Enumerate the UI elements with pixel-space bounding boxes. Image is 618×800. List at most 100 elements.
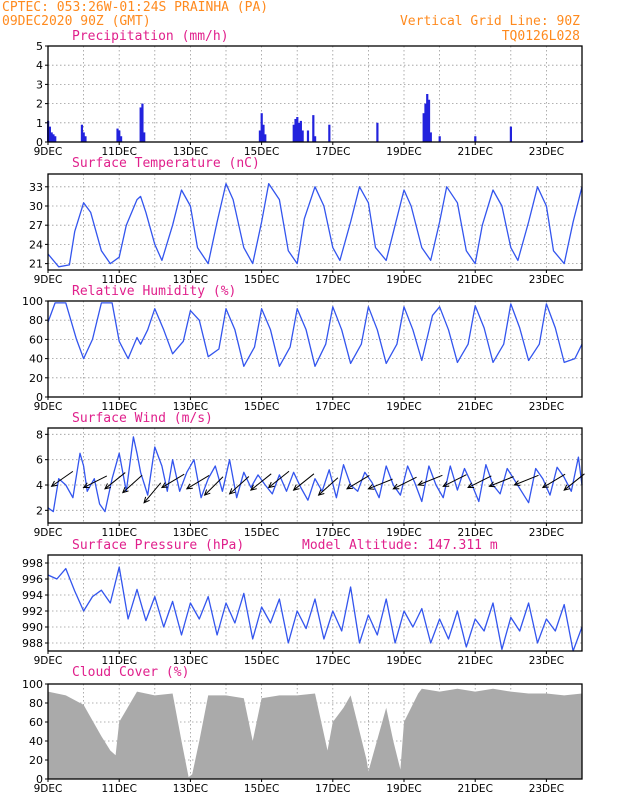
precip-bar	[474, 136, 477, 142]
precip-bar	[141, 103, 144, 142]
cloud-ytick-label: 60	[29, 716, 43, 729]
precip-bar	[301, 130, 304, 142]
precip-bar	[82, 132, 85, 142]
wind-vector-head	[488, 481, 496, 488]
precip-bar	[376, 122, 379, 142]
rh-ytick-label: 20	[29, 372, 43, 385]
precip-bar	[306, 130, 310, 142]
cloud-ytick-label: 0	[36, 773, 43, 786]
precip-bar	[424, 103, 427, 142]
precip-xtick-label: 13DEC	[173, 146, 208, 158]
wind-vector	[51, 470, 74, 487]
temp-title: Surface Temperature (nC)	[72, 156, 260, 171]
wind-vector	[250, 473, 272, 491]
cloud-ytick-label: 20	[29, 754, 43, 767]
pressure-title: Surface Pressure (hPa)	[72, 538, 245, 553]
cloud-xtick-label: 13DEC	[173, 783, 208, 795]
wind-vector	[467, 475, 492, 488]
temp-xtick-label: 13DEC	[173, 274, 208, 286]
wind-vector	[442, 474, 467, 487]
precip-bar	[118, 130, 121, 142]
precip-bar	[314, 136, 317, 142]
precip-bar	[438, 136, 441, 142]
pressure-ytick-label: 996	[22, 573, 43, 586]
pressure-xtick-label: 9DEC	[34, 655, 63, 667]
cloud-ytick-label: 80	[29, 697, 43, 710]
cloud-xtick-label: 15DEC	[244, 783, 279, 795]
rh-xtick-label: 13DEC	[173, 401, 208, 413]
temp-xtick-label: 17DEC	[315, 274, 350, 286]
wind-vector	[268, 470, 290, 488]
wind-vector	[542, 473, 566, 488]
cloud-ytick-label: 40	[29, 735, 43, 748]
wind-series-line	[47, 436, 583, 513]
header-model-code: TQ0126L028	[501, 29, 580, 44]
wind-vector-head	[442, 481, 450, 487]
wind-vector	[104, 472, 126, 490]
cloud-frame	[47, 683, 583, 780]
precip-ytick-label: 0	[36, 136, 43, 149]
rh-xtick-label: 11DEC	[101, 401, 136, 413]
precip-bar	[312, 115, 315, 142]
temp-xtick-label: 9DEC	[34, 274, 63, 286]
temp-ytick-label: 21	[29, 258, 43, 271]
precip-bar	[429, 132, 432, 142]
wind-vector-head	[160, 482, 168, 489]
rh-xtick-label: 17DEC	[315, 401, 350, 413]
wind-vector-head	[563, 484, 571, 491]
rh-ytick-label: 80	[29, 314, 43, 327]
header-station: CPTEC: 053:26W-01:24S PRAINHA (PA)	[2, 0, 269, 15]
temp-ytick-label: 27	[29, 219, 43, 232]
cloud-area	[48, 688, 582, 779]
wind-vector	[318, 477, 339, 496]
rh-xtick-label: 19DEC	[386, 401, 421, 413]
temp-series-line	[47, 182, 583, 268]
precip-xtick-label: 9DEC	[34, 146, 63, 158]
precip-xtick-label: 21DEC	[457, 146, 492, 158]
precip-bar	[258, 130, 262, 142]
precip-xtick-label: 17DEC	[315, 146, 350, 158]
pressure-xtick-label: 17DEC	[315, 655, 350, 667]
wind-vector	[563, 473, 585, 491]
wind-title: Surface Wind (m/s)	[72, 411, 213, 426]
cloud-xtick-label: 19DEC	[386, 783, 421, 795]
header-grid-note: Vertical Grid Line: 90Z	[399, 14, 580, 29]
wind-vector-head	[267, 481, 275, 489]
cloud-ytick-label: 100	[22, 678, 43, 691]
wind-ytick-label: 6	[36, 454, 43, 467]
precip-bar	[80, 124, 84, 142]
precip-bar	[296, 117, 299, 142]
wind-vector-head	[203, 489, 211, 496]
wind-vector-head	[541, 482, 549, 489]
model-altitude: Model Altitude: 147.311 m	[302, 538, 498, 553]
wind-vector-head	[417, 480, 425, 486]
pressure-series-line	[47, 566, 583, 652]
wind-vector	[122, 474, 143, 493]
rh-ytick-label: 40	[29, 353, 43, 366]
precip-ytick-label: 4	[36, 59, 43, 72]
precip-bar	[422, 113, 425, 142]
precip-bar	[328, 124, 331, 142]
pressure-ytick-label: 992	[22, 605, 43, 618]
precip-bar	[294, 118, 297, 142]
wind-vector-head	[143, 496, 150, 504]
wind-vector	[83, 475, 108, 488]
wind-vector-head	[346, 483, 354, 490]
rh-xtick-label: 15DEC	[244, 401, 279, 413]
precip-bar	[143, 132, 146, 142]
wind-vector-head	[185, 483, 193, 490]
precip-xtick-label: 15DEC	[244, 146, 279, 158]
wind-vector-head	[50, 480, 58, 487]
header-date: 09DEC2020 90Z (GMT)	[2, 14, 151, 29]
wind-vector	[229, 476, 250, 495]
temp-ytick-label: 30	[29, 200, 43, 213]
wind-vector	[161, 473, 185, 488]
precip-bar	[48, 126, 51, 142]
wind-xtick-label: 19DEC	[386, 527, 421, 539]
precip-ytick-label: 2	[36, 98, 43, 111]
wind-ytick-label: 4	[36, 479, 43, 492]
rh-xtick-label: 23DEC	[529, 401, 564, 413]
wind-vector	[393, 476, 417, 490]
temp-ytick-label: 33	[29, 181, 43, 194]
